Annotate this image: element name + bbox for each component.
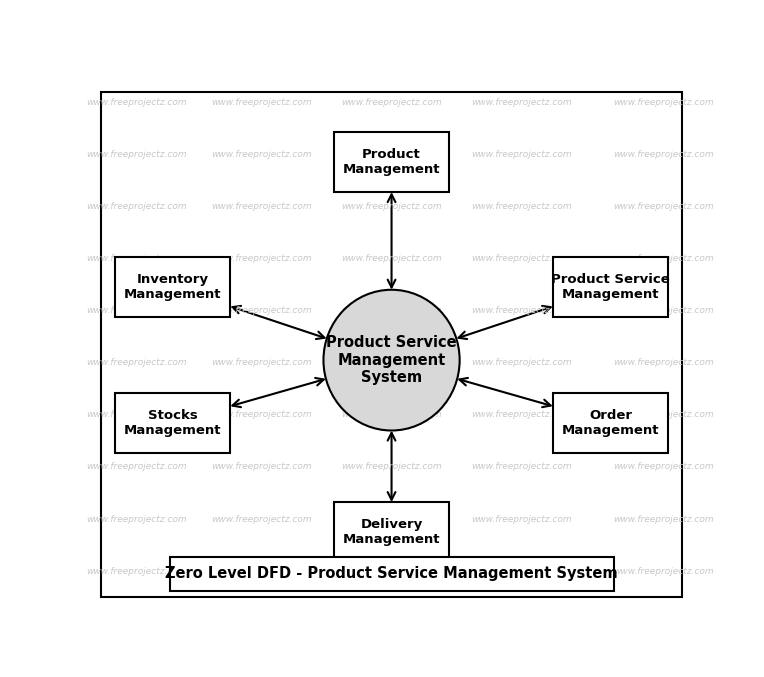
- Text: www.freeprojectz.com: www.freeprojectz.com: [471, 358, 572, 367]
- Bar: [115, 257, 230, 317]
- Text: www.freeprojectz.com: www.freeprojectz.com: [613, 97, 714, 106]
- Text: www.freeprojectz.com: www.freeprojectz.com: [613, 515, 714, 523]
- Bar: [170, 557, 613, 591]
- Text: www.freeprojectz.com: www.freeprojectz.com: [211, 97, 312, 106]
- Text: www.freeprojectz.com: www.freeprojectz.com: [613, 358, 714, 367]
- Text: www.freeprojectz.com: www.freeprojectz.com: [86, 462, 187, 471]
- Text: www.freeprojectz.com: www.freeprojectz.com: [471, 97, 572, 106]
- Text: Stocks
Management: Stocks Management: [124, 409, 222, 437]
- Text: www.freeprojectz.com: www.freeprojectz.com: [211, 410, 312, 419]
- Text: www.freeprojectz.com: www.freeprojectz.com: [342, 515, 442, 523]
- Text: www.freeprojectz.com: www.freeprojectz.com: [86, 254, 187, 263]
- Text: www.freeprojectz.com: www.freeprojectz.com: [86, 358, 187, 367]
- Text: Product Service
Management: Product Service Management: [552, 273, 670, 301]
- Text: www.freeprojectz.com: www.freeprojectz.com: [613, 202, 714, 211]
- Text: www.freeprojectz.com: www.freeprojectz.com: [86, 97, 187, 106]
- Text: www.freeprojectz.com: www.freeprojectz.com: [211, 567, 312, 575]
- Bar: [553, 393, 668, 453]
- Text: www.freeprojectz.com: www.freeprojectz.com: [211, 462, 312, 471]
- Text: www.freeprojectz.com: www.freeprojectz.com: [342, 462, 442, 471]
- Text: www.freeprojectz.com: www.freeprojectz.com: [342, 358, 442, 367]
- Text: www.freeprojectz.com: www.freeprojectz.com: [471, 410, 572, 419]
- Bar: [115, 393, 230, 453]
- Text: www.freeprojectz.com: www.freeprojectz.com: [613, 462, 714, 471]
- Text: www.freeprojectz.com: www.freeprojectz.com: [211, 306, 312, 315]
- Ellipse shape: [323, 290, 460, 431]
- Text: Order
Management: Order Management: [562, 409, 659, 437]
- Text: www.freeprojectz.com: www.freeprojectz.com: [471, 567, 572, 575]
- Text: www.freeprojectz.com: www.freeprojectz.com: [613, 306, 714, 315]
- Text: Product
Management: Product Management: [343, 148, 440, 176]
- Text: www.freeprojectz.com: www.freeprojectz.com: [471, 306, 572, 315]
- Text: www.freeprojectz.com: www.freeprojectz.com: [342, 306, 442, 315]
- Text: www.freeprojectz.com: www.freeprojectz.com: [342, 97, 442, 106]
- Text: www.freeprojectz.com: www.freeprojectz.com: [342, 150, 442, 158]
- Text: www.freeprojectz.com: www.freeprojectz.com: [613, 150, 714, 158]
- Text: Delivery
Management: Delivery Management: [343, 518, 440, 546]
- Text: www.freeprojectz.com: www.freeprojectz.com: [471, 150, 572, 158]
- Text: www.freeprojectz.com: www.freeprojectz.com: [613, 567, 714, 575]
- Bar: [334, 132, 449, 192]
- Text: www.freeprojectz.com: www.freeprojectz.com: [342, 202, 442, 211]
- Text: www.freeprojectz.com: www.freeprojectz.com: [613, 254, 714, 263]
- Text: www.freeprojectz.com: www.freeprojectz.com: [86, 567, 187, 575]
- Text: Inventory
Management: Inventory Management: [124, 273, 222, 301]
- Text: Zero Level DFD - Product Service Management System: Zero Level DFD - Product Service Managem…: [165, 567, 618, 582]
- Bar: [334, 502, 449, 562]
- Text: www.freeprojectz.com: www.freeprojectz.com: [471, 254, 572, 263]
- Text: www.freeprojectz.com: www.freeprojectz.com: [342, 254, 442, 263]
- Text: www.freeprojectz.com: www.freeprojectz.com: [86, 410, 187, 419]
- Text: www.freeprojectz.com: www.freeprojectz.com: [471, 515, 572, 523]
- Text: www.freeprojectz.com: www.freeprojectz.com: [86, 306, 187, 315]
- Text: www.freeprojectz.com: www.freeprojectz.com: [211, 515, 312, 523]
- Text: www.freeprojectz.com: www.freeprojectz.com: [471, 462, 572, 471]
- Text: www.freeprojectz.com: www.freeprojectz.com: [342, 410, 442, 419]
- Bar: [553, 257, 668, 317]
- Text: www.freeprojectz.com: www.freeprojectz.com: [86, 202, 187, 211]
- Text: Product Service
Management
System: Product Service Management System: [326, 335, 457, 385]
- Text: www.freeprojectz.com: www.freeprojectz.com: [342, 567, 442, 575]
- Text: www.freeprojectz.com: www.freeprojectz.com: [613, 410, 714, 419]
- Text: www.freeprojectz.com: www.freeprojectz.com: [211, 202, 312, 211]
- Text: www.freeprojectz.com: www.freeprojectz.com: [86, 515, 187, 523]
- Text: www.freeprojectz.com: www.freeprojectz.com: [211, 254, 312, 263]
- Text: www.freeprojectz.com: www.freeprojectz.com: [471, 202, 572, 211]
- Text: www.freeprojectz.com: www.freeprojectz.com: [86, 150, 187, 158]
- Text: www.freeprojectz.com: www.freeprojectz.com: [211, 150, 312, 158]
- Text: www.freeprojectz.com: www.freeprojectz.com: [211, 358, 312, 367]
